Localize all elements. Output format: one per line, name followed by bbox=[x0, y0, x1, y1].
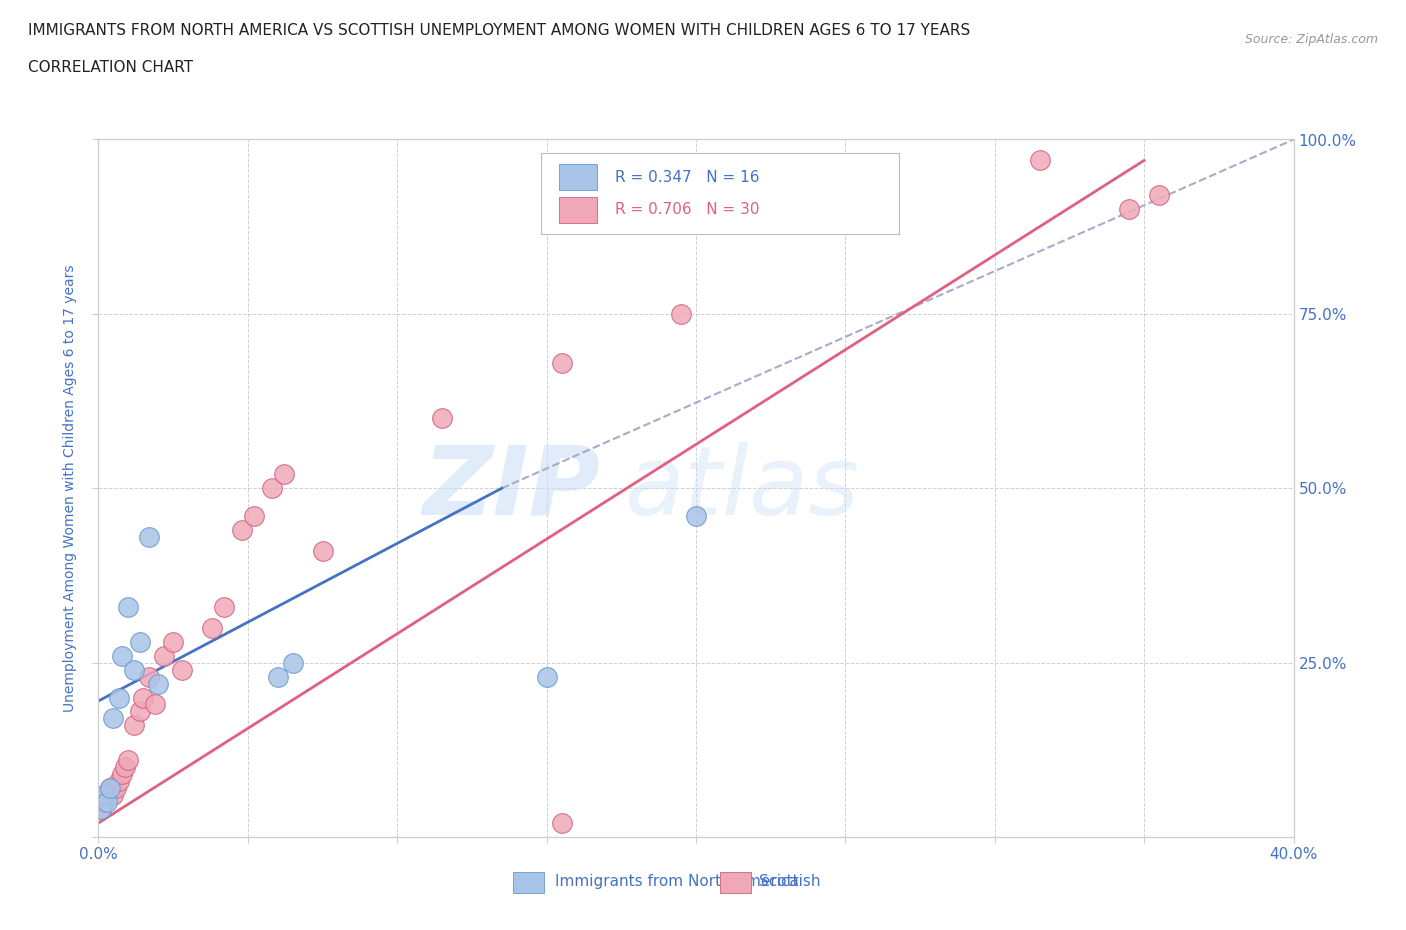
Y-axis label: Unemployment Among Women with Children Ages 6 to 17 years: Unemployment Among Women with Children A… bbox=[63, 264, 77, 712]
Point bbox=[103, 788, 125, 803]
Point bbox=[93, 788, 115, 803]
Point bbox=[129, 704, 152, 719]
Text: R = 0.706   N = 30: R = 0.706 N = 30 bbox=[614, 203, 759, 218]
Point bbox=[260, 481, 283, 496]
Point bbox=[108, 690, 131, 705]
Point bbox=[162, 634, 184, 649]
Point bbox=[90, 802, 112, 817]
Point bbox=[117, 600, 139, 615]
Point bbox=[103, 711, 125, 725]
FancyBboxPatch shape bbox=[558, 164, 596, 191]
Point bbox=[311, 543, 333, 558]
Point bbox=[231, 523, 253, 538]
Point bbox=[138, 670, 160, 684]
FancyBboxPatch shape bbox=[540, 153, 900, 233]
Point bbox=[96, 788, 118, 803]
Point bbox=[138, 530, 160, 545]
Point bbox=[143, 698, 166, 712]
Point bbox=[685, 509, 707, 524]
Point bbox=[430, 411, 453, 426]
Point bbox=[108, 774, 131, 789]
Point bbox=[90, 802, 112, 817]
Point bbox=[669, 307, 692, 322]
Point bbox=[124, 718, 146, 733]
Point bbox=[129, 634, 152, 649]
Point bbox=[100, 781, 122, 796]
Text: Immigrants from North America: Immigrants from North America bbox=[555, 874, 799, 889]
Point bbox=[281, 656, 304, 671]
Point bbox=[212, 600, 235, 615]
Text: CORRELATION CHART: CORRELATION CHART bbox=[28, 60, 193, 75]
Point bbox=[550, 355, 572, 370]
Point bbox=[114, 760, 136, 775]
Point bbox=[550, 816, 572, 830]
Point bbox=[201, 620, 224, 635]
Point bbox=[273, 467, 295, 482]
Point bbox=[93, 794, 115, 809]
Point bbox=[1028, 153, 1050, 168]
Point bbox=[111, 766, 134, 781]
Point bbox=[1118, 202, 1140, 217]
Point bbox=[267, 670, 290, 684]
Text: R = 0.347   N = 16: R = 0.347 N = 16 bbox=[614, 169, 759, 185]
Point bbox=[1147, 188, 1170, 203]
Text: Source: ZipAtlas.com: Source: ZipAtlas.com bbox=[1244, 33, 1378, 46]
Text: atlas: atlas bbox=[624, 442, 859, 535]
Point bbox=[124, 662, 146, 677]
Point bbox=[111, 648, 134, 663]
Point bbox=[536, 670, 558, 684]
FancyBboxPatch shape bbox=[558, 197, 596, 223]
Point bbox=[172, 662, 194, 677]
Point bbox=[153, 648, 176, 663]
Point bbox=[148, 676, 170, 691]
Text: Scottish: Scottish bbox=[759, 874, 821, 889]
Point bbox=[132, 690, 155, 705]
Point bbox=[243, 509, 266, 524]
Point bbox=[117, 753, 139, 768]
Point bbox=[100, 781, 122, 796]
Text: ZIP: ZIP bbox=[422, 442, 600, 535]
Point bbox=[105, 781, 128, 796]
Text: IMMIGRANTS FROM NORTH AMERICA VS SCOTTISH UNEMPLOYMENT AMONG WOMEN WITH CHILDREN: IMMIGRANTS FROM NORTH AMERICA VS SCOTTIS… bbox=[28, 23, 970, 38]
Point bbox=[96, 794, 118, 809]
